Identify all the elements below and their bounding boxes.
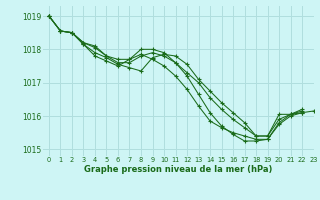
X-axis label: Graphe pression niveau de la mer (hPa): Graphe pression niveau de la mer (hPa) [84,165,273,174]
